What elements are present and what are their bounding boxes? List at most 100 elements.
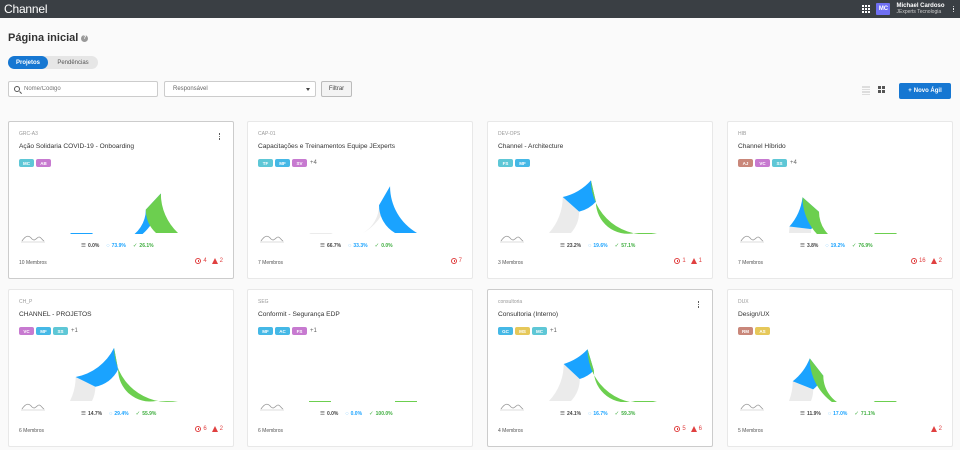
member-avatar[interactable]: FS — [292, 327, 307, 335]
late-tasks[interactable]: 4 — [195, 258, 207, 264]
project-card[interactable]: CH_P CHANNEL - PROJETOS VC MF SS +1 ☰ 14.7% ◌… — [8, 289, 234, 447]
member-avatar[interactable]: MC — [19, 159, 34, 167]
members-count[interactable]: 10 Membros — [19, 260, 47, 266]
impediments[interactable]: 2 — [211, 258, 223, 264]
user-avatar[interactable]: MC — [876, 3, 891, 15]
member-avatar[interactable]: FS — [498, 159, 513, 167]
more-members[interactable]: +1 — [550, 328, 557, 334]
late-tasks[interactable]: 16 — [910, 258, 926, 264]
gauge-segment-done[interactable] — [802, 197, 897, 234]
project-name[interactable]: Channel Híbrido — [738, 143, 786, 150]
members-count[interactable]: 6 Membros — [258, 428, 284, 434]
gauge-segment-doing[interactable] — [562, 180, 596, 212]
project-card[interactable]: GRC-A3 Ação Solidaria COVID-19 - Onboard… — [8, 121, 234, 279]
project-card[interactable]: DEV-OPS Channel - Architecture FS MF ☰ 23.2… — [487, 121, 713, 279]
burndown-sparkline-icon[interactable] — [21, 233, 45, 243]
member-avatar[interactable]: MF — [275, 159, 290, 167]
gauge-segment-todo[interactable] — [789, 381, 814, 401]
member-avatar[interactable]: MS — [515, 327, 530, 335]
impediments[interactable]: 2 — [211, 426, 223, 432]
user-menu-icon[interactable] — [952, 5, 954, 13]
gauge-segment-doing[interactable] — [75, 347, 119, 387]
card-menu-icon[interactable] — [697, 301, 699, 308]
more-members[interactable]: +1 — [71, 328, 78, 334]
gauge-segment-todo[interactable] — [549, 197, 580, 233]
more-members[interactable]: +1 — [310, 328, 317, 334]
filter-button[interactable]: Filtrar — [321, 81, 352, 97]
member-avatar[interactable]: MF — [258, 327, 273, 335]
gauge-segment-doing[interactable] — [379, 186, 417, 233]
gauge-segment-doing[interactable] — [563, 349, 594, 380]
member-avatar[interactable]: SS — [53, 327, 68, 335]
project-name[interactable]: Design/UX — [738, 311, 770, 318]
impediments[interactable]: 2 — [930, 426, 942, 432]
member-avatar[interactable]: AJ — [738, 159, 753, 167]
members-count[interactable]: 3 Membros — [498, 260, 524, 266]
project-card[interactable]: consultoria Consultoria (Interno) GC MS MC +… — [487, 289, 713, 447]
more-members[interactable]: +4 — [310, 160, 317, 166]
impediments[interactable]: 1 — [690, 258, 702, 264]
burndown-sparkline-icon[interactable] — [260, 401, 284, 411]
late-tasks[interactable]: 6 — [195, 426, 207, 432]
gauge-segment-todo[interactable] — [789, 226, 812, 233]
member-avatar[interactable]: MF — [36, 327, 51, 335]
member-avatar[interactable]: SS — [772, 159, 787, 167]
burndown-sparkline-icon[interactable] — [260, 233, 284, 243]
members-count[interactable]: 7 Membros — [738, 260, 764, 266]
member-avatar[interactable]: AC — [275, 327, 290, 335]
burndown-sparkline-icon[interactable] — [500, 401, 524, 411]
project-name[interactable]: Ação Solidaria COVID-19 - Onboarding — [19, 143, 135, 150]
project-name[interactable]: Consultoria (Interno) — [498, 311, 559, 318]
impediments[interactable]: 2 — [930, 258, 942, 264]
member-avatar[interactable]: TF — [258, 159, 273, 167]
gauge-segment-done[interactable] — [809, 358, 897, 402]
tab-pendencias[interactable]: Pendências — [57, 59, 89, 66]
project-card[interactable]: HIB Channel Híbrido AJ VC SS +4 ☰ 3.8% ◌ 19.2%… — [727, 121, 953, 279]
info-icon[interactable]: ? — [81, 34, 89, 42]
members-count[interactable]: 6 Membros — [19, 428, 45, 434]
list-view-icon[interactable] — [862, 86, 870, 95]
more-members[interactable]: +4 — [790, 160, 797, 166]
project-name[interactable]: CHANNEL - PROJETOS — [19, 311, 92, 318]
project-name[interactable]: Capacitações e Treinamentos Equipe JExpe… — [258, 143, 396, 150]
project-card[interactable]: SEG Conformit - Segurança EDP MF AC FS +1 ☰ 0… — [247, 289, 473, 447]
members-count[interactable]: 5 Membros — [738, 428, 764, 434]
gauge-segment-todo[interactable] — [549, 363, 580, 401]
member-avatar[interactable]: VC — [755, 159, 770, 167]
gauge-segment-done[interactable] — [114, 347, 178, 402]
member-avatar[interactable]: VC — [19, 327, 34, 335]
gauge-segment-todo[interactable] — [70, 376, 96, 401]
members-count[interactable]: 7 Membros — [258, 260, 284, 266]
member-avatar[interactable]: AS — [755, 327, 770, 335]
member-avatar[interactable]: AB — [36, 159, 51, 167]
gauge-segment-todo[interactable] — [309, 186, 391, 234]
member-avatar[interactable]: MF — [515, 159, 530, 167]
burndown-sparkline-icon[interactable] — [500, 233, 524, 243]
brand-logo[interactable]: Channel — [4, 2, 48, 16]
burndown-sparkline-icon[interactable] — [740, 233, 764, 243]
project-name[interactable]: Conformit - Segurança EDP — [258, 311, 340, 318]
search-input[interactable] — [24, 86, 144, 92]
grid-view-icon[interactable] — [878, 86, 885, 93]
member-avatar[interactable]: RM — [738, 327, 753, 335]
burndown-sparkline-icon[interactable] — [21, 401, 45, 411]
member-avatar[interactable]: SV — [292, 159, 307, 167]
project-name[interactable]: Channel - Architecture — [498, 143, 564, 150]
member-avatar[interactable]: GC — [498, 327, 513, 335]
project-card[interactable]: CAP-01 Capacitações e Treinamentos Equip… — [247, 121, 473, 279]
late-tasks[interactable]: 1 — [674, 258, 686, 264]
gauge-segment-done[interactable] — [309, 401, 417, 402]
project-card[interactable]: DUX Design/UX RM AS ☰ 11.9% ◌ 17.0% ✓ 71.1% 5… — [727, 289, 953, 447]
apps-grid-icon[interactable] — [862, 5, 871, 13]
tab-projetos[interactable]: Projetos — [8, 56, 48, 69]
burndown-sparkline-icon[interactable] — [740, 401, 764, 411]
responsavel-select[interactable]: Responsável — [164, 81, 316, 97]
new-agile-button[interactable]: + Novo Ágil — [899, 83, 951, 99]
gauge-segment-done[interactable] — [145, 193, 178, 233]
card-menu-icon[interactable] — [218, 133, 220, 140]
user-info[interactable]: Michael Cardoso JExperts Tecnologia — [896, 3, 944, 15]
late-tasks[interactable]: 7 — [450, 258, 462, 264]
impediments[interactable]: 6 — [690, 426, 702, 432]
gauge-segment-done[interactable] — [587, 349, 657, 402]
late-tasks[interactable]: 5 — [674, 426, 686, 432]
